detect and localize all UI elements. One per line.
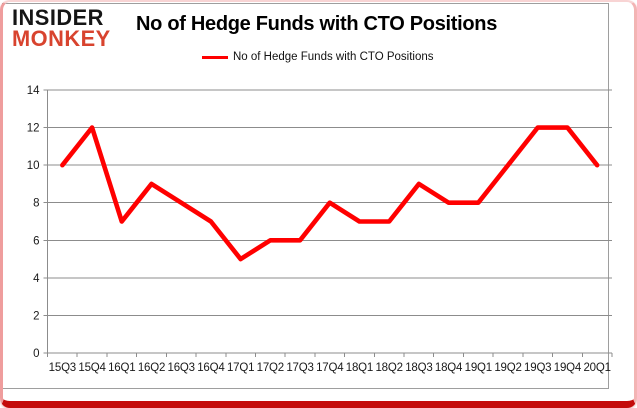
y-tick-label: 2 [33,310,39,322]
x-tick-label: 18Q4 [435,362,463,374]
y-tick-label: 6 [33,235,39,247]
x-tick-label: 17Q4 [316,362,344,374]
x-tick-label: 18Q1 [346,362,373,374]
chart-title: No of Hedge Funds with CTO Positions [136,13,498,35]
y-tick-label: 10 [27,160,40,172]
x-tick-label: 19Q2 [494,362,521,374]
x-tick-label: 17Q3 [286,362,313,374]
y-tick-label: 8 [33,198,39,210]
x-tick-label: 18Q2 [375,362,402,374]
x-tick-label: 15Q3 [49,362,76,374]
x-tick-label: 19Q1 [465,362,492,374]
x-tick-label: 20Q1 [583,362,610,374]
y-tick-label: 14 [27,85,40,97]
logo-text-monkey: MONKEY [12,26,111,52]
x-tick-label: 19Q4 [554,362,582,374]
x-tick-label: 18Q3 [405,362,432,374]
legend-label: No of Hedge Funds with CTO Positions [233,51,434,63]
y-tick-label: 4 [33,273,40,285]
legend-line-swatch [202,55,228,59]
x-tick-label: 15Q4 [78,362,106,374]
x-tick-label: 16Q3 [168,362,195,374]
y-tick-label: 0 [33,348,39,360]
x-tick-label: 19Q3 [524,362,551,374]
legend: No of Hedge Funds with CTO Positions [202,51,434,63]
insider-monkey-logo: INSIDER MONKEY [12,5,111,52]
x-tick-label: 16Q1 [108,362,135,374]
x-tick-label: 16Q2 [138,362,165,374]
x-tick-label: 16Q4 [197,362,225,374]
x-tick-label: 17Q1 [227,362,254,374]
logo-text-insider: INSIDER [12,5,104,30]
x-tick-label: 17Q2 [257,362,284,374]
line-series [60,125,600,262]
y-tick-label: 12 [27,123,40,135]
chart-canvas-border [2,3,609,389]
